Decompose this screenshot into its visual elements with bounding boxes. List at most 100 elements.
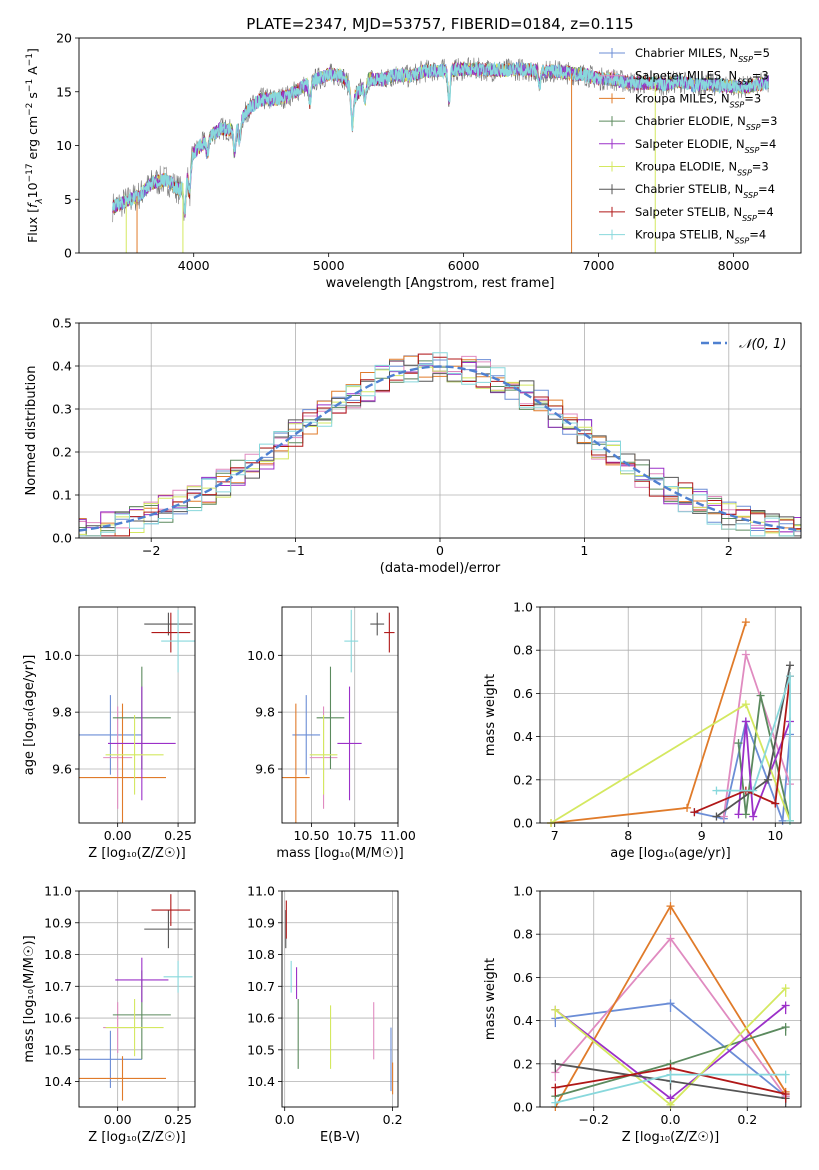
y-tick-label: 0.2 (52, 445, 72, 460)
y-tick-label: 0.6 (513, 970, 533, 985)
legend-label-part: Salpeter STELIB, N (635, 205, 742, 219)
y-axis-label: mass weight (483, 958, 498, 1040)
histogram-kroupa_miles (79, 355, 801, 537)
y-tick-label: 10 (56, 138, 72, 153)
axes-z-weight: −0.2 0.0 0.2 0.0 0.2 0.4 0.6 0.8 1.0 Z [log₁₀(Z/Z… (483, 884, 801, 1145)
legend-label: Salpeter MILES, NSSP=3 (635, 69, 769, 87)
x-tick-label: 0.25 (164, 828, 192, 843)
legend-label: Salpeter STELIB, NSSP=4 (635, 205, 774, 223)
x-tick-label: −1 (286, 543, 304, 558)
legend-label-part: Chabrier ELODIE, N (635, 114, 746, 128)
x-tick-label: 1 (580, 543, 588, 558)
y-axis-label: age [log₁₀(age/yr)] (22, 655, 37, 776)
y-tick-label: 10.7 (247, 979, 275, 994)
x-axis-label: mass [log₁₀(M/M☉)] (276, 846, 403, 861)
y-tick-label: 9.8 (255, 705, 275, 720)
y-axis-label-part: −1 (25, 79, 35, 92)
y-axis-label-part: ] (25, 48, 40, 53)
y-tick-label: 9.6 (52, 762, 72, 777)
y-axis-label-part: λ (35, 198, 45, 204)
gaussian-curve (79, 365, 801, 532)
y-tick-label: 0.2 (513, 1056, 533, 1071)
axes-frame-z-weight (539, 890, 802, 1108)
legend-label-part: SSP (735, 236, 750, 245)
x-tick-label: 10 (767, 828, 783, 843)
x-tick-label: 6000 (448, 258, 480, 273)
x-tick-label: 0.0 (275, 1112, 295, 1127)
y-tick-label: 10.9 (247, 915, 275, 930)
x-tick-label: 0.25 (164, 1112, 192, 1127)
legend-label-part: SSP (743, 191, 758, 200)
x-tick-label: 2 (725, 543, 733, 558)
axes-spectrum: 4000 5000 6000 7000 8000 0 5 10 15 20 wavelength [… (25, 15, 749, 291)
axes-frame-z-mass (78, 890, 196, 1108)
legend-label: Kroupa STELIB, NSSP=4 (635, 228, 766, 246)
y-axis-label-part: −17 (25, 163, 35, 182)
legend-label-part: =3 (761, 114, 778, 128)
spectrum-plot (112, 57, 770, 253)
weight-line-kroupa_stelib (716, 675, 791, 821)
x-axis-label: wavelength [Angstrom, rest frame] (326, 276, 555, 291)
legend-label: Chabrier STELIB, NSSP=4 (635, 182, 775, 200)
legend-label-part: Kroupa ELODIE, N (635, 160, 737, 174)
axes-age-weight: 7 8 9 10 0.0 0.2 0.4 0.6 0.8 1.0 age [log₁₀(age/yr… (483, 600, 801, 861)
y-tick-label: 10.6 (44, 1011, 72, 1026)
y-axis-label: Flux [fλ10−17 erg cm−2 s−1 A−1] (25, 48, 45, 243)
y-axis-label: mass [log₁₀(M/M☉)] (22, 935, 37, 1062)
legend-label-part: =4 (759, 137, 776, 151)
legend-label-part: SSP (746, 123, 761, 132)
y-tick-label: 10.7 (44, 979, 72, 994)
y-axis-label: Normed distribution (24, 366, 39, 496)
axes-frame-ebv-mass (281, 890, 399, 1108)
spectrum-legend: Chabrier MILES, NSSP=5 Salpeter MILES, NS… (599, 46, 777, 245)
legend-label-part: Salpeter ELODIE, N (635, 137, 745, 151)
legend-label-part: SSP (737, 168, 752, 177)
y-tick-label: 0.2 (513, 772, 533, 787)
weight-line-salpeter_elodie (737, 721, 791, 817)
legend-label-part: SSP (745, 145, 760, 154)
legend-label-part: SSP (742, 213, 757, 222)
histogram-kroupa_stelib (79, 352, 801, 537)
x-tick-label: 7 (551, 828, 559, 843)
y-tick-label: 10.8 (247, 947, 275, 962)
x-axis-label: Z [log₁₀(Z/Z☉)] (622, 1130, 719, 1145)
x-tick-label: 10.75 (337, 828, 373, 843)
x-tick-label: 7000 (583, 258, 615, 273)
errorbars-mass-age (282, 609, 395, 823)
y-tick-label: 0.3 (52, 402, 72, 417)
axes-mass-age: 10.50 10.75 11.00 9.6 9.8 10.0 mass [log₁₀(M/M… (247, 607, 416, 861)
legend-label-part: SSP (737, 77, 752, 86)
y-tick-label: 1.0 (513, 884, 533, 899)
chart-title: PLATE=2347, MJD=53757, FIBERID=0184, z=0… (246, 15, 633, 33)
legend-label: Chabrier ELODIE, NSSP=3 (635, 114, 777, 132)
axes-frame-mass-age (281, 606, 399, 824)
x-tick-label: 8 (624, 828, 632, 843)
x-tick-label: 0.2 (737, 1112, 757, 1127)
legend-label: Chabrier MILES, NSSP=5 (635, 46, 770, 64)
errorbars-z-mass (79, 894, 193, 1101)
y-tick-label: 0.4 (52, 359, 72, 374)
axes-z-mass: 0.00 0.25 10.4 10.5 10.6 10.7 10.8 10.9 11.0 Z [l… (22, 884, 195, 1145)
x-tick-label: 5000 (313, 258, 345, 273)
weights-age-weight (547, 618, 794, 827)
y-tick-label: 10.4 (247, 1074, 275, 1089)
histogram-plot (79, 352, 801, 537)
y-tick-label: 10.0 (247, 648, 275, 663)
x-axis-label: Z [log₁₀(Z/Z☉)] (88, 846, 185, 861)
legend-label-part: Kroupa STELIB, N (635, 228, 735, 242)
histogram-chabrier_stelib (79, 360, 801, 537)
y-tick-label: 10.0 (44, 648, 72, 663)
x-tick-label: 4000 (178, 258, 210, 273)
errorbars-z-age (79, 609, 195, 823)
x-axis-label: Z [log₁₀(Z/Z☉)] (88, 1130, 185, 1145)
y-axis-label-part: −2 (25, 103, 35, 116)
y-axis-label-part: A (25, 66, 40, 79)
errorbars-ebv-mass (285, 900, 394, 1095)
legend-label-part: =4 (758, 182, 775, 196)
axes-frame-z-age (78, 606, 196, 824)
y-tick-label: 10.6 (247, 1011, 275, 1026)
histogram-kroupa_elodie (79, 366, 801, 537)
legend-label: Salpeter ELODIE, NSSP=4 (635, 137, 776, 155)
y-tick-label: 9.8 (52, 705, 72, 720)
